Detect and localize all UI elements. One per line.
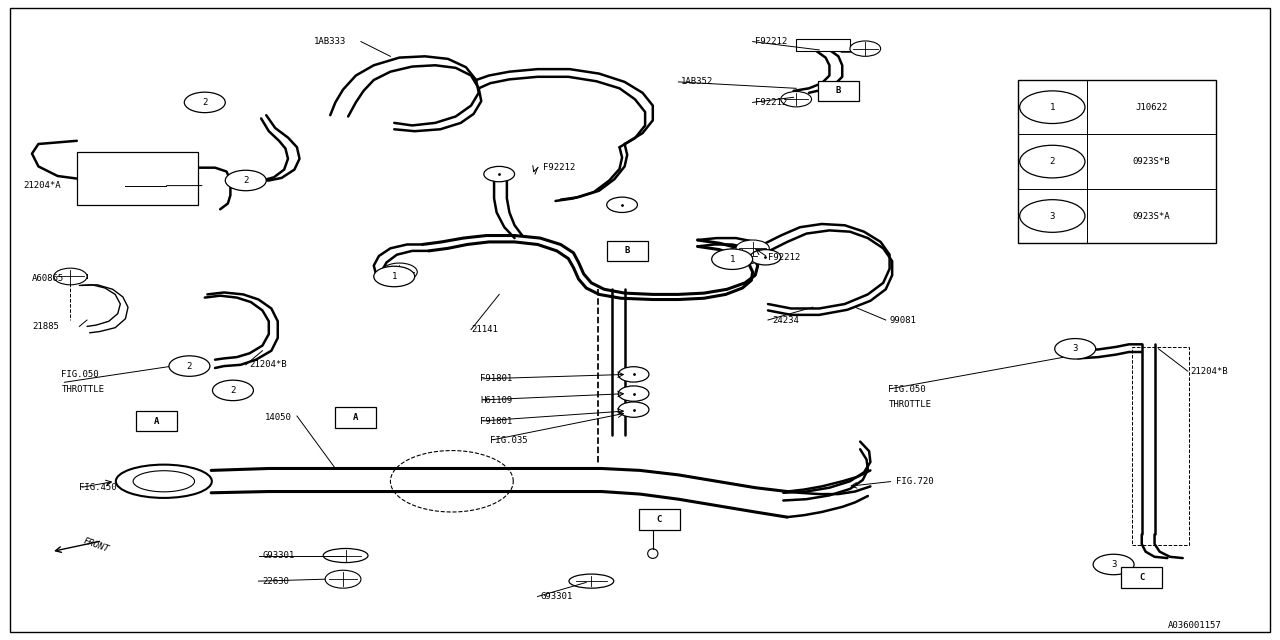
Text: A60865: A60865	[32, 274, 64, 283]
Circle shape	[374, 266, 415, 287]
Text: THROTTLE: THROTTLE	[61, 385, 105, 394]
Circle shape	[850, 41, 881, 56]
Text: THROTTLE: THROTTLE	[888, 400, 932, 409]
Text: 1: 1	[1050, 102, 1055, 112]
Ellipse shape	[648, 549, 658, 558]
Circle shape	[607, 197, 637, 212]
Circle shape	[381, 263, 417, 281]
Circle shape	[1093, 554, 1134, 575]
Text: B: B	[836, 86, 841, 95]
Circle shape	[1020, 200, 1085, 232]
Text: A: A	[154, 417, 159, 426]
Bar	[818, 81, 859, 101]
Text: A: A	[353, 413, 358, 422]
Text: 3: 3	[1050, 211, 1055, 221]
Text: FIG.050: FIG.050	[61, 370, 99, 379]
Text: 1AB333: 1AB333	[314, 37, 346, 46]
Circle shape	[1020, 145, 1085, 178]
Text: 21141: 21141	[471, 325, 498, 334]
Circle shape	[484, 166, 515, 182]
Bar	[607, 241, 648, 261]
Bar	[77, 152, 198, 205]
Circle shape	[225, 170, 266, 191]
Text: FIG.035: FIG.035	[490, 436, 527, 445]
Text: 2: 2	[187, 362, 192, 371]
Bar	[639, 509, 680, 530]
Circle shape	[618, 367, 649, 382]
Text: A036001157: A036001157	[1167, 621, 1221, 630]
Text: J10622: J10622	[1135, 102, 1167, 112]
Text: C: C	[1139, 573, 1144, 582]
Text: 21204*A: 21204*A	[23, 181, 60, 190]
Text: 3: 3	[1073, 344, 1078, 353]
Text: 21204*B: 21204*B	[250, 360, 287, 369]
Text: 2: 2	[243, 176, 248, 185]
Text: 0923S*A: 0923S*A	[1133, 211, 1170, 221]
Text: 14050: 14050	[265, 413, 292, 422]
Circle shape	[618, 402, 649, 417]
Text: F91801: F91801	[480, 417, 512, 426]
Text: 21885: 21885	[32, 322, 59, 331]
Circle shape	[169, 356, 210, 376]
Text: F91801: F91801	[480, 374, 512, 383]
Text: F92212: F92212	[755, 37, 787, 46]
Bar	[1121, 567, 1162, 588]
Text: G93301: G93301	[262, 551, 294, 560]
Circle shape	[1055, 339, 1096, 359]
Text: 0923S*B: 0923S*B	[1133, 157, 1170, 166]
Text: 1: 1	[392, 272, 397, 281]
Text: 22630: 22630	[262, 577, 289, 586]
Text: 1AB352: 1AB352	[681, 77, 713, 86]
Text: 24234: 24234	[772, 316, 799, 324]
Circle shape	[750, 250, 781, 265]
Text: FRONT: FRONT	[82, 536, 110, 554]
Text: FIG.450: FIG.450	[79, 483, 116, 492]
Text: FIG.720: FIG.720	[896, 477, 933, 486]
Circle shape	[781, 92, 812, 107]
Bar	[1018, 80, 1216, 243]
Text: F92212: F92212	[755, 98, 787, 107]
Text: 3: 3	[1111, 560, 1116, 569]
Text: F92212: F92212	[768, 253, 800, 262]
Bar	[335, 407, 376, 428]
Text: B: B	[625, 246, 630, 255]
Text: 99081: 99081	[890, 316, 916, 324]
Text: 2: 2	[1050, 157, 1055, 166]
Text: FIG.050: FIG.050	[888, 385, 925, 394]
Circle shape	[724, 247, 760, 265]
Bar	[1132, 347, 1189, 545]
Circle shape	[1020, 91, 1085, 124]
Text: 1: 1	[730, 255, 735, 264]
Bar	[136, 411, 177, 431]
Bar	[796, 38, 850, 51]
Circle shape	[184, 92, 225, 113]
Circle shape	[618, 386, 649, 401]
Text: 21204*B: 21204*B	[1190, 367, 1228, 376]
Text: G93301: G93301	[540, 592, 572, 601]
Text: 2: 2	[202, 98, 207, 107]
Circle shape	[712, 249, 753, 269]
Text: 2: 2	[230, 386, 236, 395]
Circle shape	[212, 380, 253, 401]
Circle shape	[54, 268, 87, 285]
Text: F92212: F92212	[543, 163, 575, 172]
Text: C: C	[657, 515, 662, 524]
Circle shape	[736, 240, 769, 257]
Circle shape	[325, 570, 361, 588]
Text: H61109: H61109	[480, 396, 512, 404]
